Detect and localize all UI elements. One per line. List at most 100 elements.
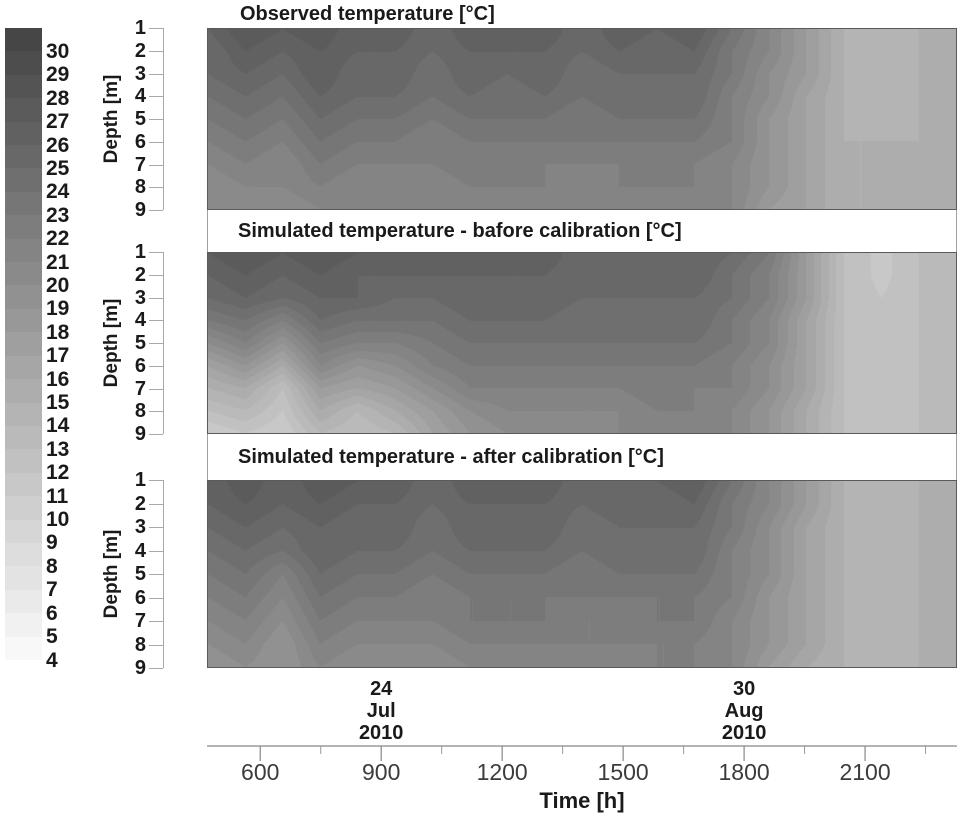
colorbar-tick-label: 28 bbox=[46, 86, 70, 110]
colorbar-tick-label: 19 bbox=[46, 297, 70, 321]
colorbar-tick-label: 30 bbox=[46, 39, 70, 63]
depth-tick-label: 2 bbox=[134, 492, 146, 515]
colorbar-band bbox=[5, 425, 42, 450]
depth-tick-mark bbox=[149, 73, 163, 75]
depth-tick-mark bbox=[149, 210, 163, 211]
colorbar-tick-label: 4 bbox=[46, 648, 58, 672]
colorbar-tick-label: 8 bbox=[46, 554, 58, 578]
plot-column: Simulated temperature - bafore calibrati… bbox=[207, 28, 957, 668]
colorbar-tick-label: 17 bbox=[46, 344, 70, 368]
depth-tick-label: 2 bbox=[134, 39, 146, 62]
colorbar-tick-label: 27 bbox=[46, 110, 70, 134]
colorbar bbox=[5, 28, 42, 660]
colorbar-tick-label: 13 bbox=[46, 437, 70, 461]
colorbar-tick-label: 14 bbox=[46, 414, 70, 438]
panel-title-observed: Observed temperature [°C] bbox=[240, 3, 495, 25]
colorbar-band bbox=[5, 98, 42, 122]
depth-tick-mark bbox=[149, 388, 163, 390]
colorbar-tick-label: 24 bbox=[46, 180, 70, 204]
depth-axis-line bbox=[163, 252, 164, 434]
depth-tick-label: 7 bbox=[134, 153, 146, 176]
depth-tick-mark bbox=[149, 597, 163, 599]
colorbar-tick-label: 25 bbox=[46, 156, 70, 180]
date-annotation-line: Aug bbox=[725, 700, 764, 722]
colorbar-band bbox=[5, 28, 42, 52]
time-tick-label: 1200 bbox=[477, 759, 528, 785]
colorbar-band bbox=[5, 51, 42, 75]
colorbar-band bbox=[5, 121, 42, 146]
title-band-before-calibration: Simulated temperature - bafore calibrati… bbox=[207, 210, 957, 252]
colorbar-tick-label: 11 bbox=[46, 484, 69, 508]
colorbar-band bbox=[5, 168, 42, 192]
observed-heatmap-canvas bbox=[208, 29, 956, 209]
date-annotation-line: 24 bbox=[370, 678, 393, 700]
colorbar-band bbox=[5, 308, 42, 333]
depth-tick-label: 5 bbox=[134, 563, 146, 585]
depth-tick-label: 9 bbox=[134, 199, 146, 221]
colorbar-band bbox=[5, 262, 42, 286]
depth-axis-line bbox=[163, 480, 164, 668]
depth-tick-mark bbox=[149, 668, 163, 669]
colorbar-band bbox=[5, 145, 42, 169]
time-tick-label: 900 bbox=[362, 759, 400, 785]
colorbar-tick-label: 9 bbox=[46, 531, 58, 555]
colorbar-tick-label: 26 bbox=[46, 133, 70, 157]
depth-tick-mark bbox=[149, 480, 163, 481]
colorbar-tick-label: 7 bbox=[46, 578, 58, 602]
before-calibration-heatmap-panel bbox=[207, 252, 957, 434]
date-annotation-line: 30 bbox=[733, 678, 755, 700]
colorbar-tick-label: 20 bbox=[46, 273, 70, 297]
colorbar-band bbox=[5, 332, 42, 356]
depth-tick-mark bbox=[149, 274, 163, 276]
colorbar-band bbox=[5, 613, 42, 637]
colorbar-tick-label: 22 bbox=[46, 227, 70, 251]
colorbar-band bbox=[5, 215, 42, 239]
depth-tick-label: 6 bbox=[134, 586, 146, 609]
colorbar-band bbox=[5, 402, 42, 426]
depth-tick-label: 8 bbox=[134, 176, 146, 199]
depth-tick-label: 4 bbox=[134, 85, 146, 108]
depth-tick-mark bbox=[149, 320, 163, 322]
after-calibration-heatmap-canvas bbox=[208, 481, 956, 667]
colorbar-band bbox=[5, 355, 42, 380]
depth-tick-label: 7 bbox=[134, 610, 146, 632]
date-annotation-line: Jul bbox=[367, 700, 396, 722]
depth-tick-mark bbox=[149, 503, 163, 505]
colorbar-band bbox=[5, 542, 42, 567]
after-calibration-heatmap-panel bbox=[207, 480, 957, 668]
colorbar-band bbox=[5, 191, 42, 216]
depth-tick-label: 4 bbox=[134, 309, 146, 332]
depth-tick-mark bbox=[149, 141, 163, 143]
colorbar-tick-label: 12 bbox=[46, 461, 70, 485]
depth-tick-mark bbox=[149, 187, 163, 189]
depth-tick-label: 4 bbox=[134, 539, 146, 562]
depth-tick-mark bbox=[149, 644, 163, 646]
colorbar-band bbox=[5, 589, 42, 614]
date-annotation-line: 2010 bbox=[359, 722, 404, 744]
colorbar-tick-label: 18 bbox=[46, 320, 70, 344]
colorbar-band bbox=[5, 379, 42, 403]
time-tick-label: 2100 bbox=[839, 759, 890, 785]
depth-tick-label: 6 bbox=[134, 130, 146, 153]
colorbar-band bbox=[5, 636, 42, 660]
colorbar-band bbox=[5, 238, 42, 263]
depth-tick-mark bbox=[149, 343, 163, 344]
colorbar-tick-label: 15 bbox=[46, 391, 70, 415]
depth-tick-mark bbox=[149, 164, 163, 166]
colorbar-band bbox=[5, 566, 42, 590]
panel-title-before-calibration: Simulated temperature - bafore calibrati… bbox=[238, 220, 682, 242]
colorbar-band bbox=[5, 472, 42, 497]
depth-tick-mark bbox=[149, 28, 163, 29]
colorbar-tick-label: 21 bbox=[46, 250, 70, 274]
depth-tick-mark bbox=[149, 96, 163, 98]
depth-axis-line bbox=[163, 28, 164, 210]
colorbar-tick-label: 29 bbox=[46, 63, 70, 87]
colorbar-tick-label: 10 bbox=[46, 508, 70, 532]
depth-tick-label: 3 bbox=[134, 286, 146, 309]
title-band-after-calibration: Simulated temperature - after calibratio… bbox=[207, 434, 957, 480]
depth-tick-label: 1 bbox=[134, 469, 146, 491]
observed-heatmap-panel bbox=[207, 28, 957, 210]
colorbar-band bbox=[5, 449, 42, 473]
depth-tick-mark bbox=[149, 574, 163, 575]
depth-tick-label: 6 bbox=[134, 354, 146, 377]
